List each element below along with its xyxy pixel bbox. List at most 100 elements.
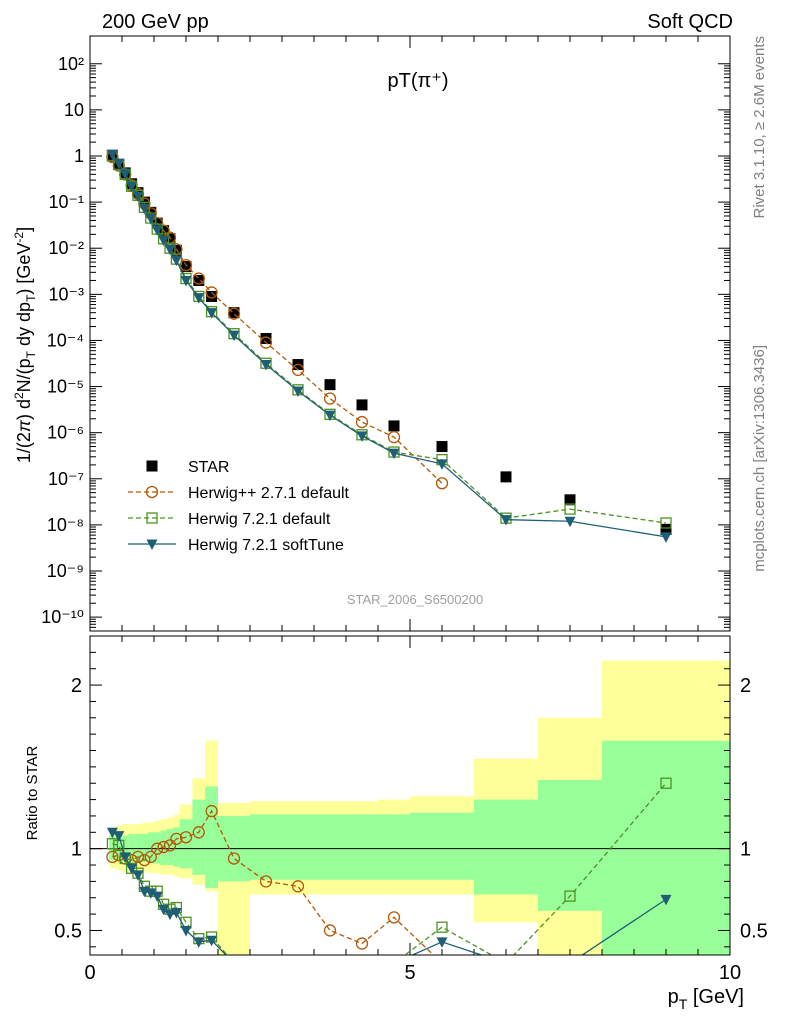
ratio-uncertainty-bands [90, 660, 730, 955]
main-data-point [113, 158, 125, 170]
main-data-point [388, 448, 400, 460]
site-label: mcplots.cern.ch [arXiv:1306.3436] [751, 345, 768, 572]
ratio-series-line [112, 809, 435, 955]
main-data-point [228, 330, 240, 342]
ratio-stat-band [378, 814, 410, 880]
main-data-point [206, 290, 218, 302]
main-data-point [500, 515, 512, 526]
main-data-point [205, 286, 218, 299]
ratio-data-point [387, 911, 401, 924]
main-data-point [291, 363, 305, 377]
main-data-point [356, 431, 368, 442]
main-plot-frame [89, 35, 731, 632]
ratio-data-point [145, 888, 157, 899]
main-data-point [324, 379, 336, 391]
x-tick-label: 10 [719, 962, 741, 984]
main-data-point [660, 523, 672, 535]
ratio-data-point [126, 863, 138, 875]
ratio-stat-band [173, 827, 180, 867]
main-data-point [500, 471, 512, 483]
main-data-point [564, 503, 576, 515]
ratio-data-point [323, 924, 337, 937]
ratio-stat-band [538, 779, 602, 911]
main-data-point [324, 410, 336, 422]
main-y-tick-label: 10⁻⁴ [47, 330, 84, 350]
legend-label: Herwig 7.2.1 softTune [188, 537, 344, 554]
ratio-data-point [259, 875, 273, 888]
ratio-data-point [564, 890, 576, 902]
ratio-data-point [163, 839, 177, 852]
ratio-data-point [138, 853, 151, 867]
ratio-data-point [151, 842, 164, 855]
main-data-point [660, 532, 672, 543]
ratio-data-point [157, 840, 170, 854]
main-data-point [179, 258, 193, 272]
main-data-point [193, 293, 205, 304]
legend-item: Herwig 7.2.1 default [128, 511, 331, 528]
ratio-data-point [205, 804, 218, 818]
header-right: Soft QCD [647, 11, 733, 33]
legend-marker [146, 460, 158, 472]
main-data-point [126, 181, 138, 193]
ratio-data-point [106, 827, 118, 839]
ratio-stat-band [346, 814, 378, 880]
x-tick-label: 5 [404, 962, 415, 984]
main-series-layer [106, 149, 672, 543]
main-data-point [227, 307, 241, 320]
main-y-tick-label: 10⁻³ [48, 284, 84, 304]
ratio-stat-band [602, 740, 730, 955]
main-data-point [158, 235, 170, 247]
ratio-y-tick-label: 1 [71, 839, 82, 861]
legend-label: STAR [188, 459, 229, 476]
legend-marker [145, 485, 159, 499]
ratio-stat-band [314, 814, 346, 880]
main-data-point [151, 217, 163, 229]
ratio-stat-band [250, 814, 282, 880]
main-y-tick-label: 10⁻⁷ [48, 469, 84, 489]
main-y-tick-label: 10⁻¹ [48, 192, 84, 212]
ratio-data-point [291, 880, 305, 893]
ratio-axis-ticks: 0.5 0.5 1 1 2 2 0 5 10 [54, 636, 768, 984]
ratio-series-2 [106, 827, 672, 955]
ratio-stat-band [141, 833, 148, 862]
ratio-data-point [206, 935, 218, 947]
x-tick-label: 0 [84, 962, 95, 984]
x-axis-title: pT [GeV] [668, 986, 744, 1012]
main-data-point [180, 275, 192, 287]
legend-marker [146, 512, 158, 524]
main-y-tick-label: 10⁻⁶ [47, 423, 84, 443]
ratio-data-point [131, 850, 145, 863]
analysis-watermark: STAR_2006_S6500200 [347, 592, 483, 607]
legend-label: Herwig 7.2.1 default [188, 511, 331, 528]
main-y-tick-label: 10⁻² [48, 238, 84, 258]
ratio-data-point [170, 907, 182, 919]
ratio-data-point [227, 852, 241, 865]
ratio-stat-band [160, 830, 167, 866]
main-data-point [138, 203, 150, 215]
main-y-tick-label: 10⁻⁸ [47, 515, 84, 535]
main-data-point [564, 516, 576, 528]
ratio-data-point [179, 831, 193, 844]
ratio-data-point [355, 937, 369, 950]
rivet-label: Rivet 3.1.10, ≥ 2.6M events [751, 36, 768, 219]
ratio-stat-band [474, 799, 538, 895]
main-series-1 [106, 150, 449, 490]
ratio-data-point [119, 852, 131, 863]
ratio-data-point [436, 937, 448, 948]
main-series-line [111, 153, 667, 538]
ratio-data-point [660, 894, 672, 906]
ratio-stat-band [154, 832, 161, 864]
main-y-tick-label: 10⁻⁹ [47, 561, 84, 581]
main-data-point [387, 430, 401, 444]
ratio-data-point [158, 904, 170, 916]
ratio-data-point [106, 850, 119, 863]
main-series-3 [106, 149, 672, 543]
main-data-point [260, 333, 272, 345]
ratio-stat-band [282, 814, 314, 880]
ratio-stat-band [179, 819, 193, 869]
ratio-series-0 [106, 804, 435, 955]
ratio-stat-band [134, 833, 142, 862]
ratio-stat-band [115, 835, 122, 861]
ratio-stat-band [205, 786, 218, 888]
